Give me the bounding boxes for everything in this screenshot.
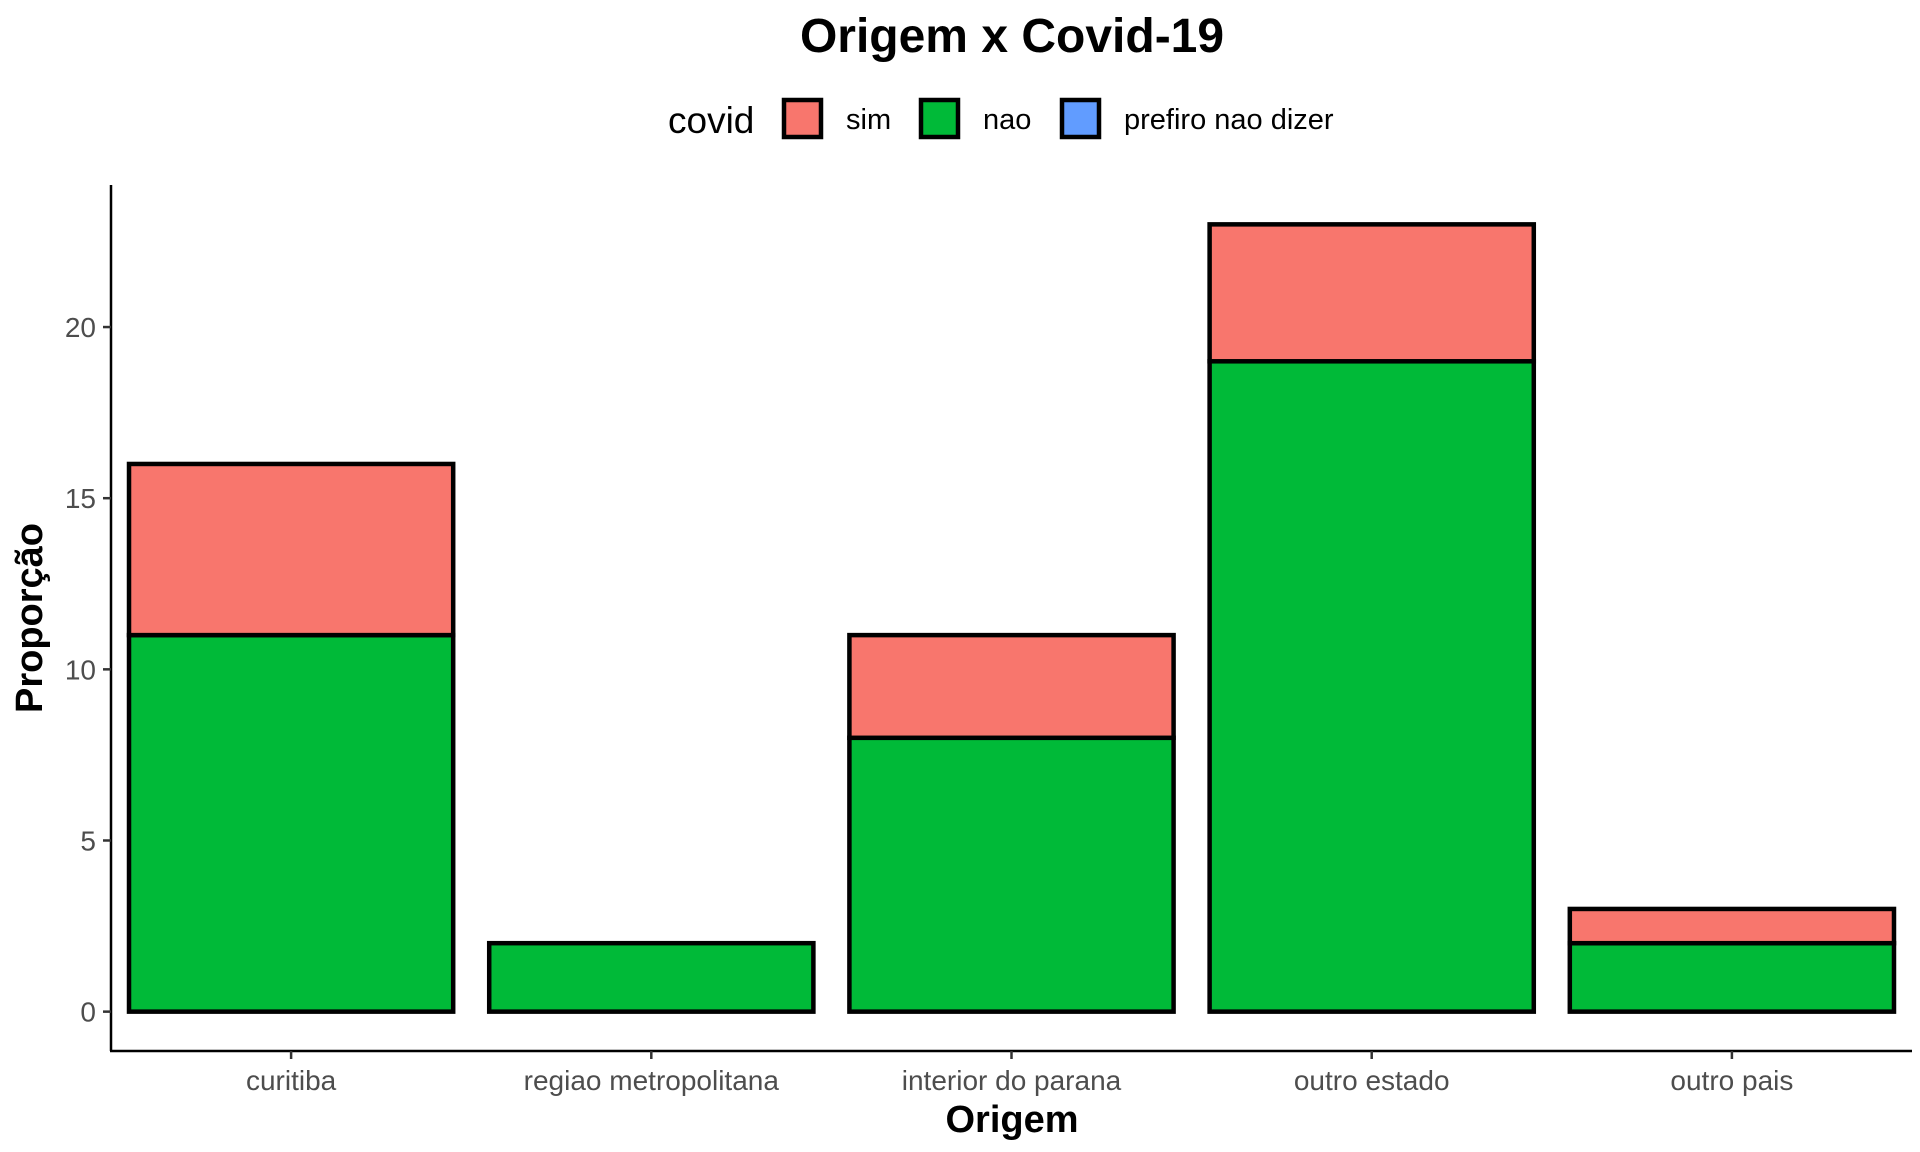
y-tick-label: 5 bbox=[80, 825, 96, 856]
x-ticks: curitiba regiao metropolitana interior do … bbox=[246, 1051, 1793, 1096]
y-ticks: 0 5 10 15 20 bbox=[65, 312, 111, 1028]
y-tick-label: 0 bbox=[80, 997, 96, 1028]
legend-key-sim bbox=[781, 97, 824, 140]
bar-interior-do-parana-sim bbox=[847, 632, 1176, 741]
y-tick-label: 10 bbox=[65, 654, 96, 685]
bar-outro-estado-sim bbox=[1207, 222, 1537, 364]
legend: covid sim nao prefiro nao dizer bbox=[668, 97, 1334, 141]
x-tick-label-curitiba: curitiba bbox=[246, 1065, 337, 1096]
bar-outro-pais-sim bbox=[1567, 906, 1897, 946]
x-axis-title: Origem bbox=[945, 1099, 1078, 1141]
chart-title: Origem x Covid-19 bbox=[800, 10, 1224, 63]
y-axis-title: Proporção bbox=[9, 523, 51, 713]
y-tick-label: 15 bbox=[65, 483, 96, 514]
legend-label-nao: nao bbox=[983, 104, 1031, 136]
y-tick-label: 20 bbox=[65, 312, 96, 343]
legend-key-nao bbox=[918, 97, 961, 140]
bars bbox=[126, 222, 1897, 1014]
bar-outro-estado-nao bbox=[1207, 359, 1537, 1014]
legend-label-prefiro-nao-dizer: prefiro nao dizer bbox=[1124, 104, 1334, 136]
bar-outro-pais-nao bbox=[1567, 940, 1897, 1014]
bar-regiao-metropolitana-nao bbox=[486, 940, 816, 1014]
x-tick-label-interior-do-parana: interior do parana bbox=[902, 1065, 1122, 1096]
bar-interior-do-parana-nao bbox=[847, 735, 1176, 1014]
bar-curitiba-nao bbox=[126, 632, 456, 1014]
x-tick-label-outro-pais: outro pais bbox=[1670, 1065, 1793, 1096]
x-tick-label-regiao-metropolitana: regiao metropolitana bbox=[524, 1065, 780, 1096]
legend-key-prefiro-nao-dizer bbox=[1059, 97, 1102, 140]
legend-title: covid bbox=[668, 100, 754, 141]
bar-curitiba-sim bbox=[126, 461, 456, 638]
legend-label-sim: sim bbox=[846, 104, 891, 136]
x-tick-label-outro-estado: outro estado bbox=[1294, 1065, 1450, 1096]
